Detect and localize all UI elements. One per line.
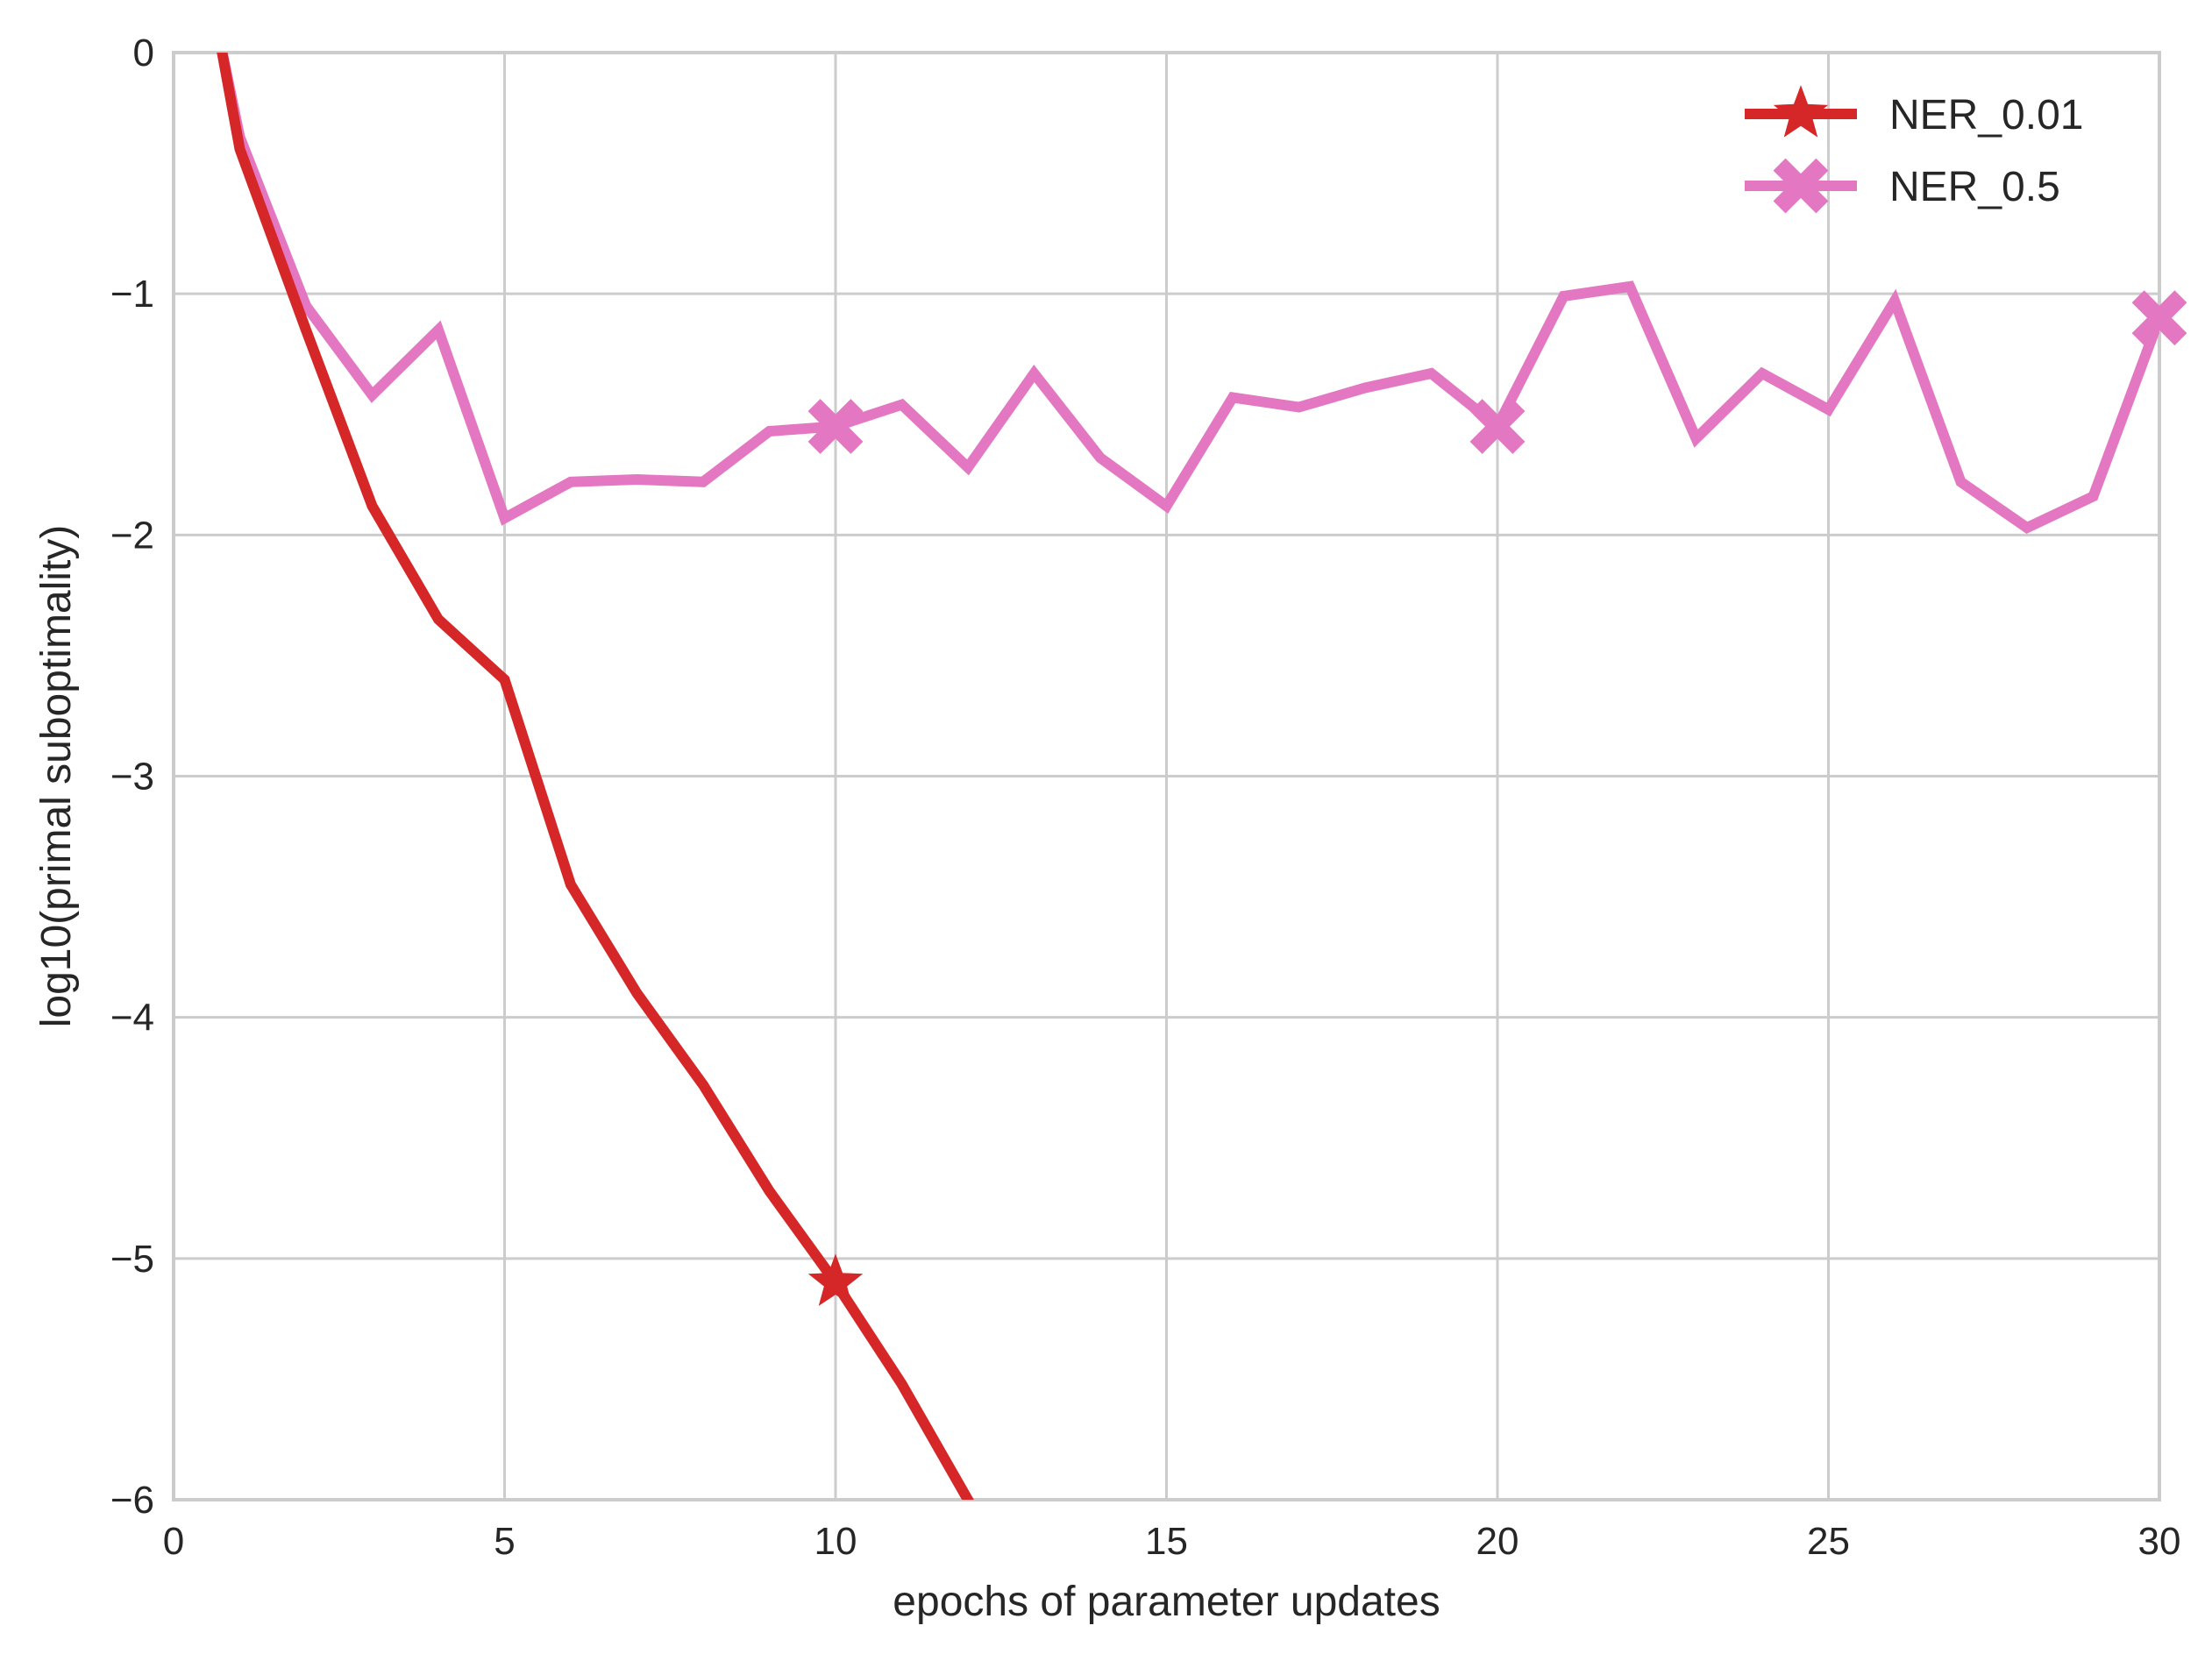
x-tick-label: 0 (163, 1520, 184, 1563)
x-tick-label: 20 (1476, 1520, 1519, 1563)
y-tick-label: −4 (110, 997, 154, 1040)
y-tick-label: 0 (133, 32, 154, 75)
x-tick-label: 5 (494, 1520, 515, 1563)
legend-item: NER_0.5 (1745, 160, 2060, 212)
y-tick-label: −2 (110, 514, 154, 557)
y-tick-label: −6 (110, 1479, 154, 1522)
x-tick-label: 15 (1145, 1520, 1188, 1563)
x-tick-label: 10 (814, 1520, 857, 1563)
y-tick-label: −3 (110, 756, 154, 799)
y-axis-title: log10(primal suboptimality) (33, 525, 80, 1028)
x-tick-label: 30 (2138, 1520, 2181, 1563)
legend-label: NER_0.5 (1889, 164, 2060, 210)
legend-label: NER_0.01 (1889, 92, 2083, 138)
y-tick-label: −1 (110, 273, 154, 316)
y-tick-label: −5 (110, 1238, 154, 1281)
x-tick-label: 25 (1807, 1520, 1850, 1563)
x-axis-title: epochs of parameter updates (893, 1579, 1440, 1625)
